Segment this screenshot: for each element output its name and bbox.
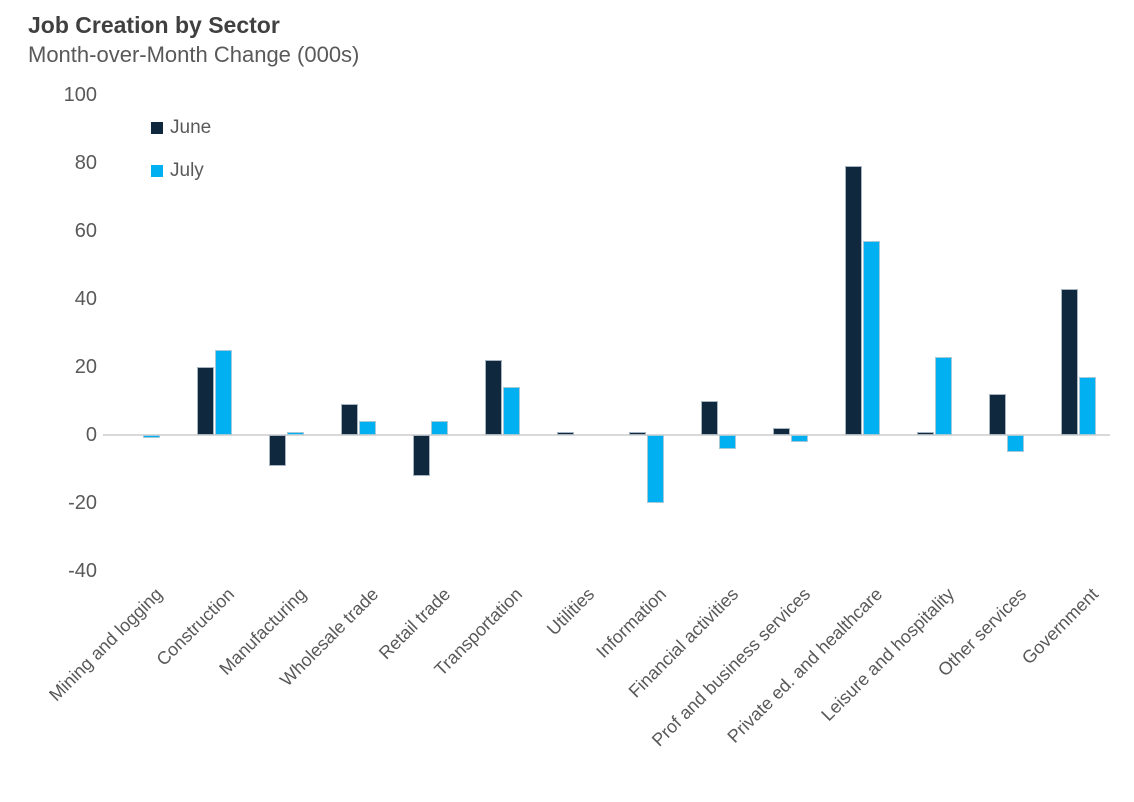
bar-june-7 [556, 431, 574, 435]
bar-july-13 [1006, 435, 1024, 452]
bar-june-9 [700, 401, 718, 435]
bar-july-1 [142, 435, 160, 439]
bar-june-3 [268, 435, 286, 466]
bar-july-10 [790, 435, 808, 442]
bar-july-2 [214, 350, 232, 435]
bar-july-5 [430, 421, 448, 435]
y-axis-tick-label: -20 [68, 492, 97, 514]
bar-july-11 [862, 241, 880, 435]
bar-july-6 [502, 387, 520, 435]
bar-july-12 [934, 356, 952, 435]
chart-title: Job Creation by Sector [28, 12, 280, 38]
legend-item-july: July [151, 161, 204, 180]
y-axis-tick-label: 60 [74, 220, 97, 242]
legend-label: June [170, 117, 212, 138]
bar-june-14 [1060, 288, 1078, 435]
bar-july-3 [286, 431, 304, 435]
bar-july-8 [646, 435, 664, 503]
bar-june-5 [412, 435, 430, 476]
bar-june-8 [628, 431, 646, 435]
y-axis-tick-label: 100 [63, 84, 97, 106]
bar-june-11 [844, 166, 862, 435]
y-axis-tick-label: 40 [74, 288, 97, 310]
bar-june-12 [916, 431, 934, 435]
bar-june-10 [772, 428, 790, 435]
y-axis-tick-label: -40 [68, 560, 97, 582]
legend-label: July [170, 160, 204, 181]
bar-june-13 [988, 394, 1006, 435]
bar-july-9 [718, 435, 736, 449]
chart-subtitle: Month-over-Month Change (000s) [28, 42, 360, 67]
y-axis-tick-label: 20 [74, 356, 97, 378]
legend-swatch-july [151, 164, 163, 177]
bar-june-6 [484, 360, 502, 435]
legend-item-june: June [151, 118, 211, 137]
zero-axis-line [103, 434, 1110, 436]
y-axis-tick-label: 80 [74, 152, 97, 174]
bar-june-4 [340, 404, 358, 435]
bar-june-2 [196, 367, 214, 435]
legend-swatch-june [151, 121, 163, 134]
bar-july-14 [1078, 377, 1096, 435]
bar-july-4 [358, 421, 376, 435]
y-axis-tick-label: 0 [85, 424, 97, 446]
